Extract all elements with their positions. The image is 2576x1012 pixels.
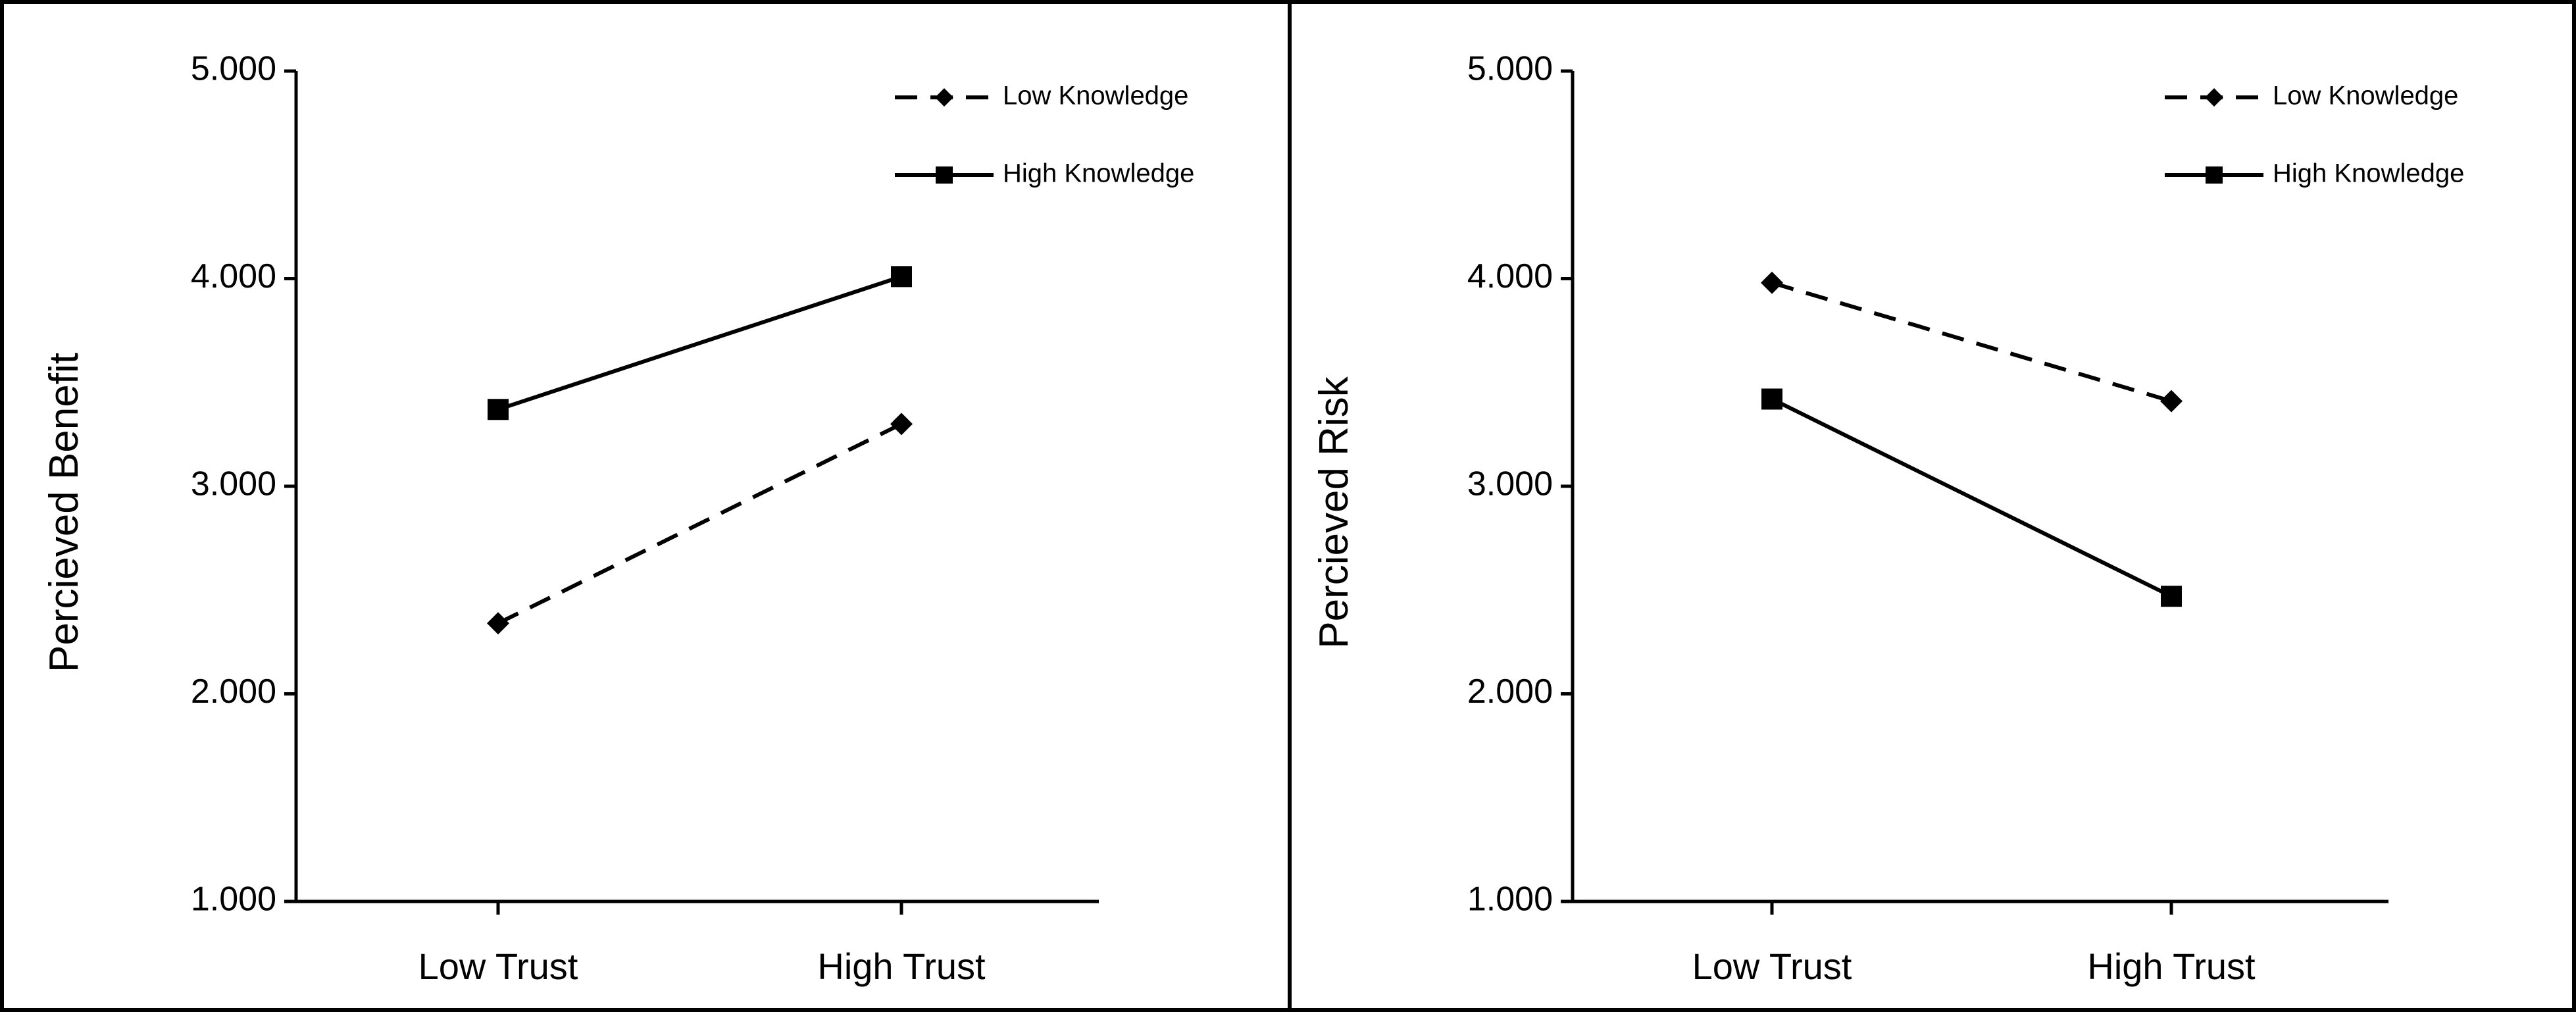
data-point-diamond — [2160, 390, 2183, 413]
legend-label: High Knowledge — [2273, 159, 2464, 188]
data-point-diamond — [487, 612, 509, 635]
panel-frame-left — [0, 0, 1292, 1012]
chart-perceived-benefit: 1.000 2.000 3.000 4.000 5.000 Low Trust High T… — [41, 50, 1194, 987]
y-tick-label: 4.000 — [191, 257, 276, 295]
data-point-diamond — [1761, 271, 1783, 294]
legend-marker-square — [2206, 166, 2223, 184]
data-point-square — [891, 266, 912, 288]
legend-marker-diamond — [2205, 88, 2223, 107]
legend-marker-square — [936, 166, 953, 184]
series-line-high-knowledge — [1771, 397, 2173, 598]
data-point-diamond — [890, 413, 913, 436]
data-point-square — [2161, 586, 2182, 607]
chart-perceived-risk: 1.000 2.000 3.000 4.000 5.000 Low Trust High T… — [1311, 50, 2464, 987]
y-tick-label: 2.000 — [191, 672, 276, 711]
legend-label: Low Knowledge — [1003, 82, 1188, 111]
x-tick-label: High Trust — [817, 946, 986, 987]
y-tick-label: 4.000 — [1467, 257, 1553, 295]
y-tick-label: 3.000 — [1467, 465, 1553, 503]
y-axis-label: Percieved Risk — [1311, 376, 1357, 648]
series-line-high-knowledge — [497, 274, 902, 412]
y-tick-label: 1.000 — [1467, 880, 1553, 919]
y-axis-label: Percieved Benefit — [41, 353, 87, 672]
y-tick-label: 3.000 — [191, 465, 276, 503]
x-tick-label: Low Trust — [1692, 946, 1852, 987]
y-tick-label: 1.000 — [191, 880, 276, 919]
series-line-low-knowledge — [497, 422, 903, 625]
x-tick-label: High Trust — [2087, 946, 2256, 987]
x-tick-label: Low Trust — [418, 946, 578, 987]
y-tick-label: 5.000 — [191, 50, 276, 88]
legend-marker-diamond — [935, 88, 953, 107]
data-point-square — [1761, 388, 1782, 410]
data-point-square — [488, 399, 509, 420]
panel-frame-right — [1288, 0, 2576, 1012]
y-tick-label: 5.000 — [1467, 50, 1553, 88]
y-tick-label: 2.000 — [1467, 672, 1553, 711]
legend-label: High Knowledge — [1003, 159, 1194, 188]
legend-label: Low Knowledge — [2273, 82, 2458, 111]
